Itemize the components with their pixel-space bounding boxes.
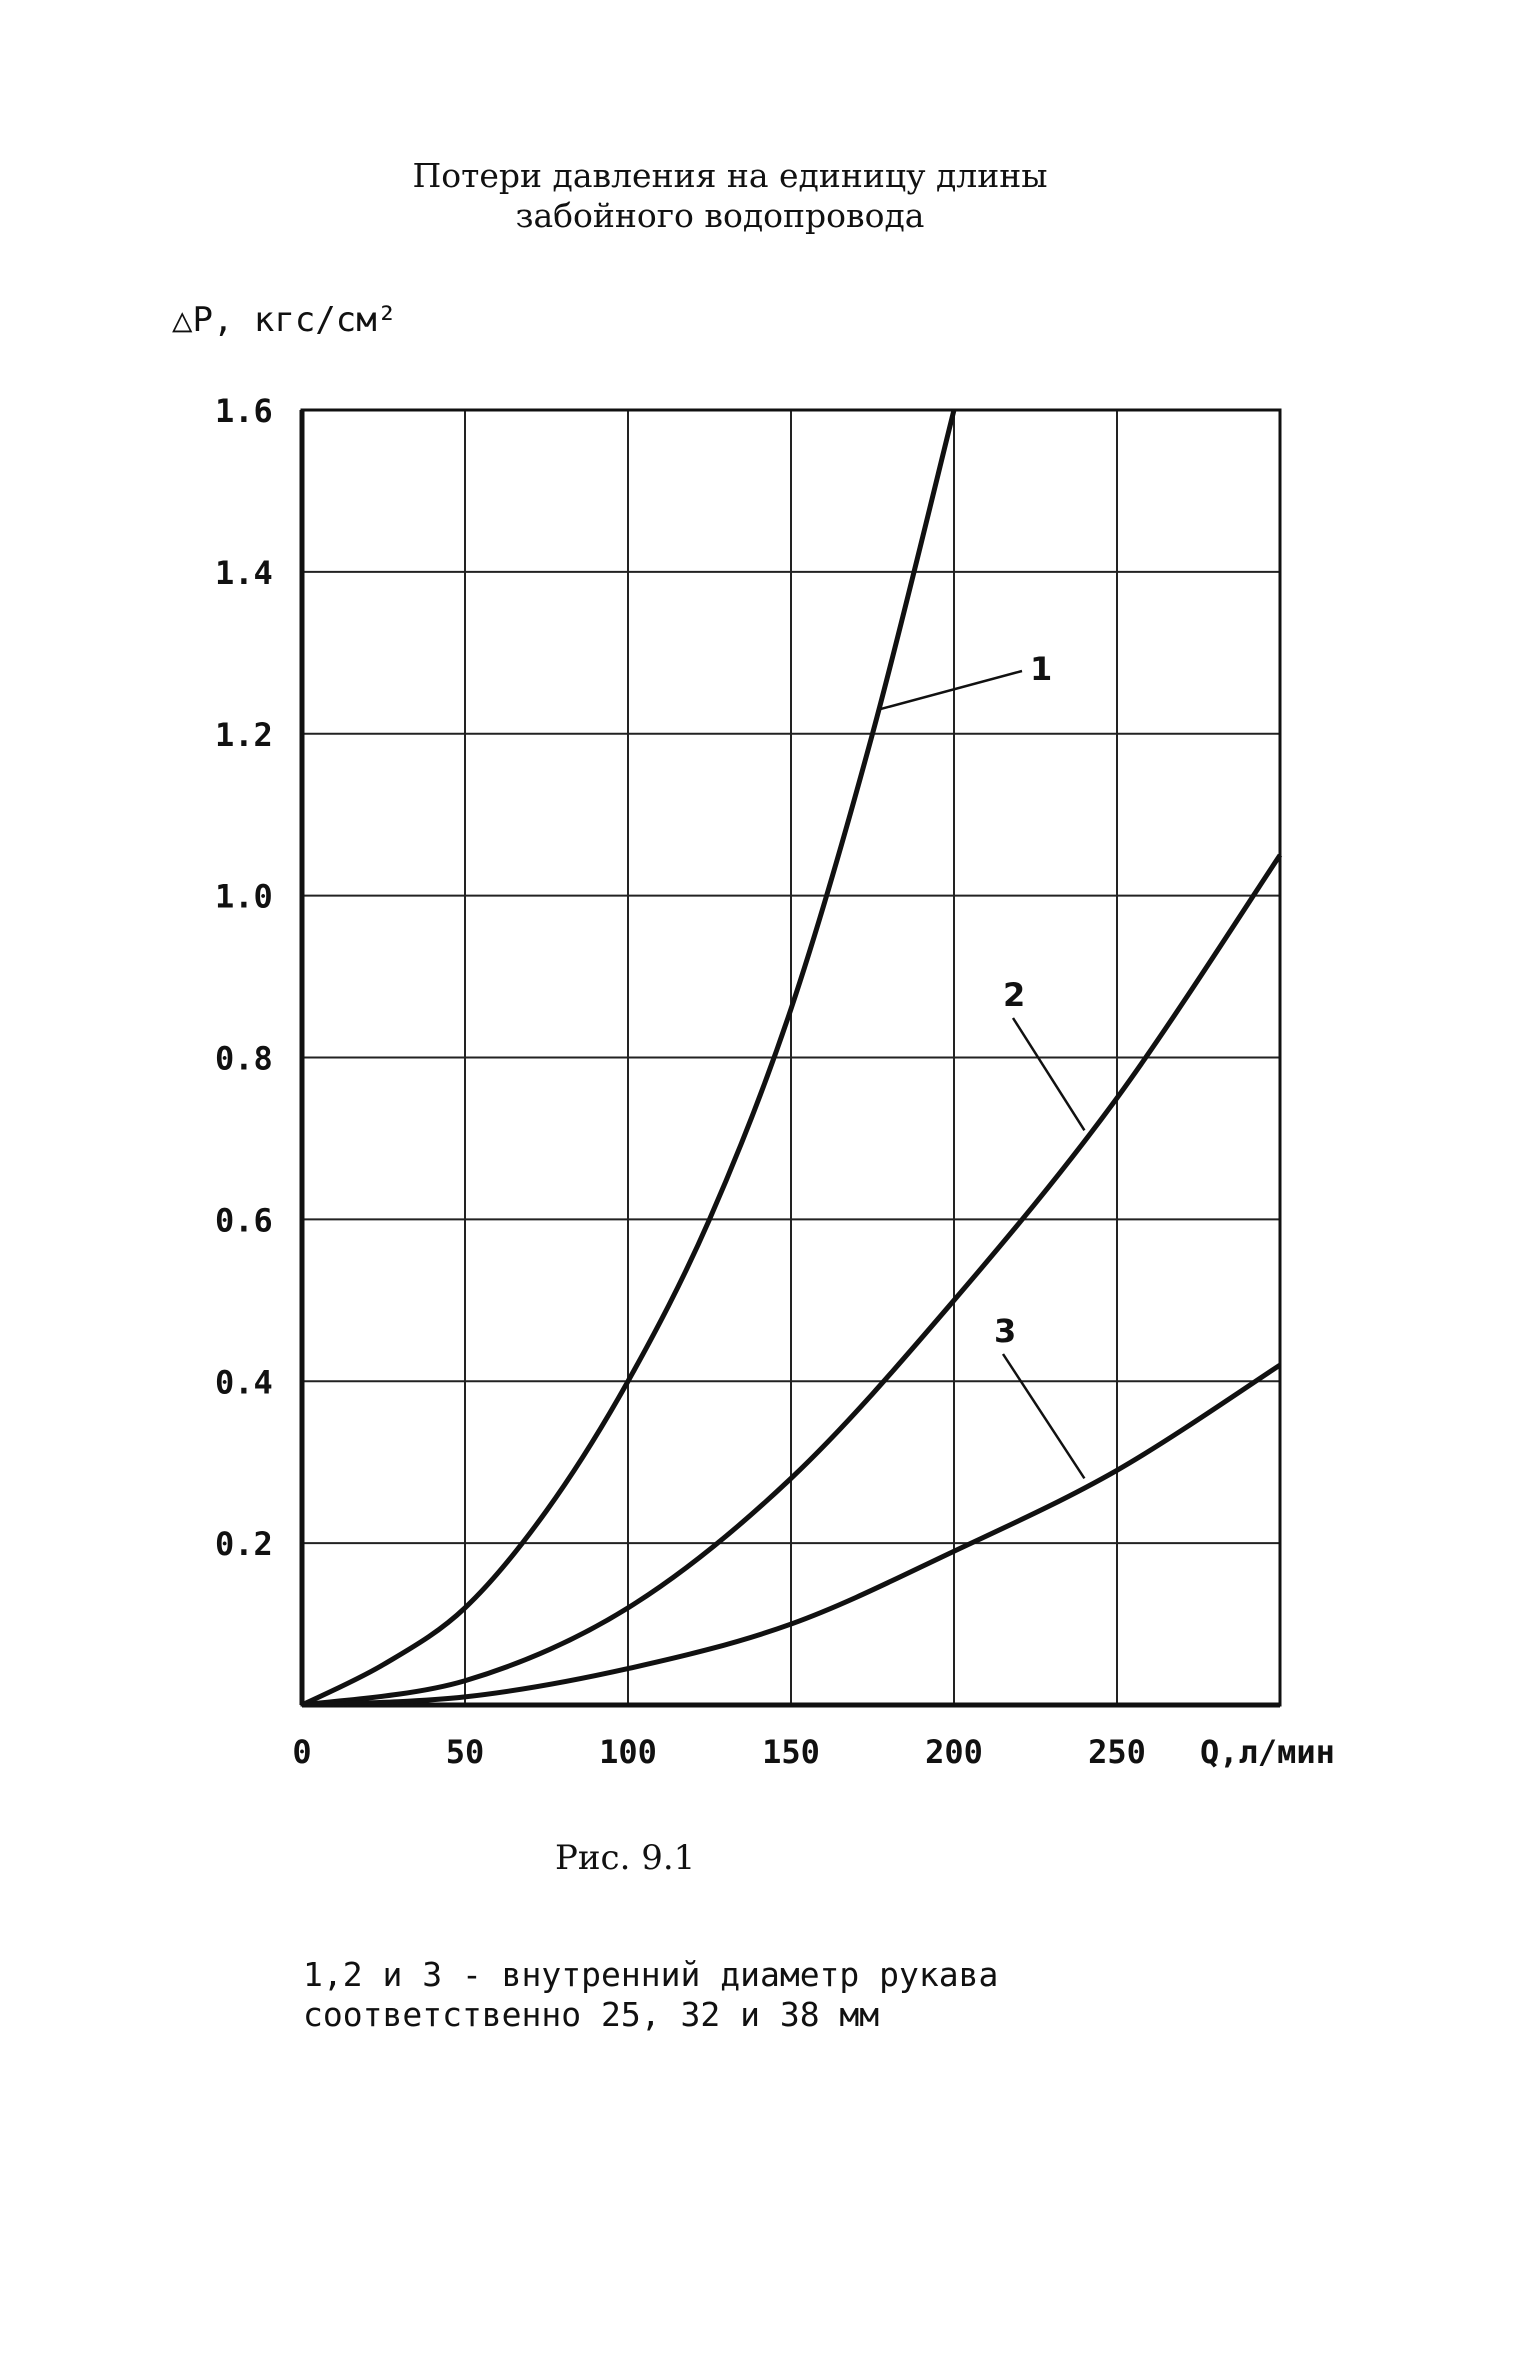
series-label-1: 1 xyxy=(1030,650,1052,688)
series-line-3 xyxy=(301,1362,1282,1708)
y-tick-label: 1.6 xyxy=(215,392,273,430)
x-tick-label: 250 xyxy=(1088,1733,1146,1771)
series-label-2: 2 xyxy=(1003,976,1025,1014)
x-tick-label: 50 xyxy=(446,1733,485,1771)
y-tick-label: 0.8 xyxy=(215,1040,273,1078)
y-tick-label: 0.6 xyxy=(215,1201,273,1239)
x-axis-label: Q,л/мин xyxy=(1200,1733,1335,1771)
y-tick-labels: 1.6 1.4 1.2 1.0 0.8 0.6 0.4 0.2 xyxy=(215,392,273,1563)
grid-lines xyxy=(302,410,1280,1705)
x-tick-label: 150 xyxy=(762,1733,820,1771)
y-tick-label: 1.2 xyxy=(215,716,273,754)
y-axis-label: △P, кгс/см² xyxy=(172,300,398,340)
series-labels: 1 2 3 xyxy=(878,650,1086,1480)
x-tick-label: 100 xyxy=(599,1733,657,1771)
y-tick-label: 0.4 xyxy=(215,1363,273,1401)
figure-caption: Рис. 9.1 xyxy=(555,1838,696,1878)
leader-line-2 xyxy=(1011,1017,1086,1132)
series-label-3: 3 xyxy=(994,1312,1016,1350)
series-line-2 xyxy=(301,853,1283,1708)
y-tick-label: 0.2 xyxy=(215,1525,273,1563)
series-curves xyxy=(300,409,1283,1708)
legend-note-line2: соответственно 25, 32 и 38 мм xyxy=(303,1995,880,2034)
y-tick-label: 1.4 xyxy=(215,554,273,592)
x-tick-label: 200 xyxy=(925,1733,983,1771)
chart-svg: 1.6 1.4 1.2 1.0 0.8 0.6 0.4 0.2 0 50 100 150 200 250… xyxy=(215,392,1335,1771)
legend-note-line1: 1,2 и 3 - внутренний диаметр рукава xyxy=(303,1955,999,1994)
x-tick-labels: 0 50 100 150 200 250 xyxy=(292,1733,1146,1771)
leader-line-3 xyxy=(1001,1353,1086,1480)
axes xyxy=(299,408,1282,1708)
series-line-1 xyxy=(300,409,957,1708)
y-tick-label: 1.0 xyxy=(215,878,273,916)
leader-line-1 xyxy=(878,669,1023,711)
chart-title-line2: забойного водопровода xyxy=(515,196,925,235)
x-tick-label: 0 xyxy=(292,1733,311,1771)
chart-title-line1: Потери давления на единицу длины xyxy=(412,156,1048,195)
